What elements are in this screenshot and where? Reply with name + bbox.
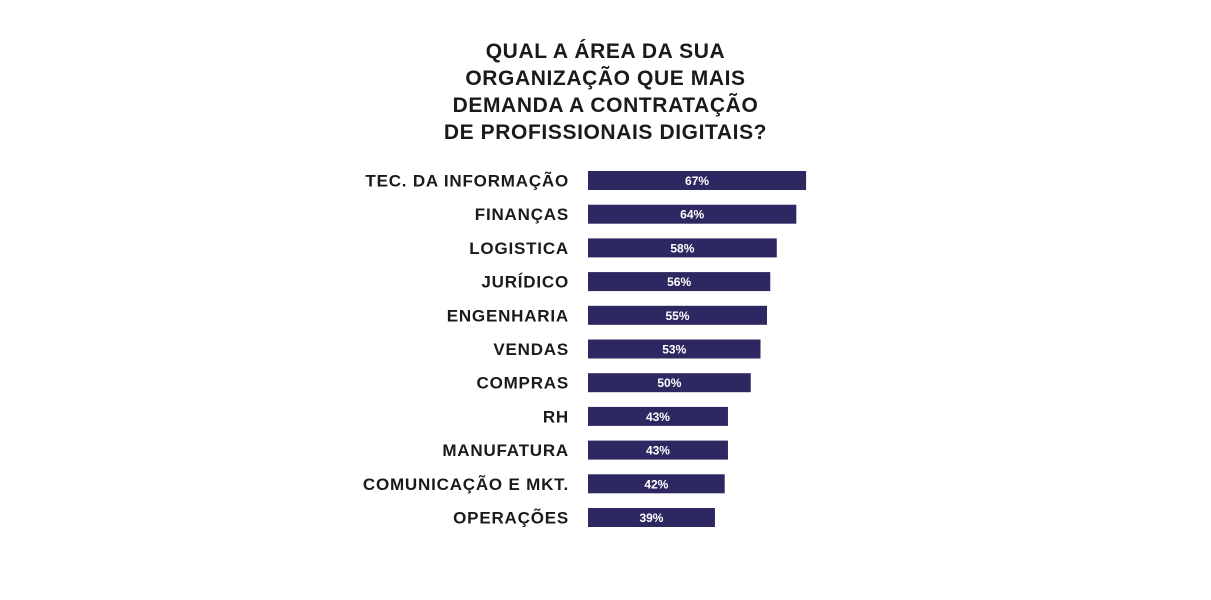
bar <box>588 305 768 325</box>
chart-title-line: DE PROFISSIONAIS DIGITAIS? <box>443 121 768 144</box>
value-label: 53% <box>662 343 686 357</box>
value-label: 67% <box>685 174 709 188</box>
value-label: 39% <box>639 511 663 525</box>
category-label: COMUNICAÇÃO E MKT. <box>363 474 569 494</box>
value-label: 56% <box>667 275 691 289</box>
bar <box>588 373 751 393</box>
bar <box>588 508 715 527</box>
value-label: 50% <box>657 376 681 390</box>
category-label: ENGENHARIA <box>447 306 569 325</box>
chart-title: QUAL A ÁREA DA SUA ORGANIZAÇÃO QUE MAIS … <box>0 38 1211 146</box>
category-label: JURÍDICO <box>481 273 569 292</box>
bar <box>588 339 761 359</box>
bar <box>588 272 771 292</box>
bar <box>588 204 797 224</box>
bars-layer: TEC. DA INFORMAÇÃO 67% FINANÇAS 64% LOGISTIC… <box>363 171 807 528</box>
chart-title-line: QUAL A ÁREA DA SUA <box>485 40 726 63</box>
bar <box>588 440 728 460</box>
category-label: COMPRAS <box>477 374 570 393</box>
bar <box>588 238 777 258</box>
bar <box>588 474 725 494</box>
category-label: VENDAS <box>493 340 569 359</box>
value-label: 55% <box>665 309 689 323</box>
value-label: 43% <box>646 410 670 424</box>
category-label: OPERAÇÕES <box>453 508 569 528</box>
category-label: MANUFATURA <box>442 441 569 460</box>
value-label: 64% <box>680 208 704 222</box>
category-label: FINANÇAS <box>475 205 569 224</box>
category-label: LOGISTICA <box>469 239 569 258</box>
bar <box>588 171 807 190</box>
category-label: TEC. DA INFORMAÇÃO <box>365 171 569 191</box>
bar <box>588 406 728 426</box>
chart-title-line: ORGANIZAÇÃO QUE MAIS <box>465 67 746 90</box>
value-label: 43% <box>646 444 670 458</box>
value-label: 58% <box>670 241 694 255</box>
category-label: RH <box>543 407 569 426</box>
value-label: 42% <box>644 477 668 491</box>
chart-title-line: DEMANDA A CONTRATAÇÃO <box>452 94 759 117</box>
